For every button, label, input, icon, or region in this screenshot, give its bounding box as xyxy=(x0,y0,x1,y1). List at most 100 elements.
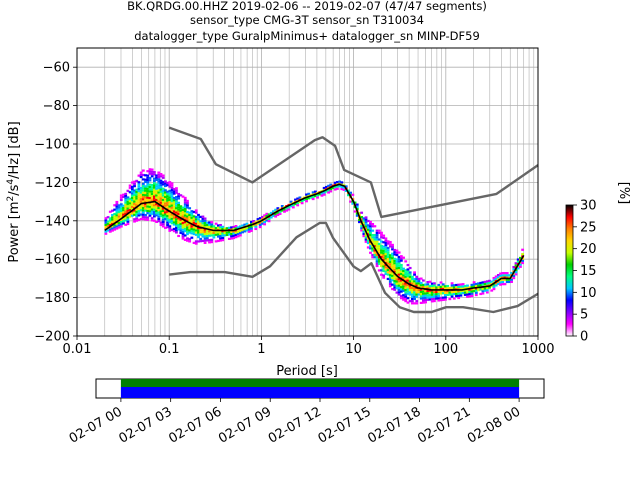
density-cell xyxy=(382,267,386,270)
density-cell xyxy=(157,178,161,181)
density-cell xyxy=(139,186,143,190)
density-cell xyxy=(199,215,203,218)
density-cell xyxy=(514,264,518,267)
density-cell xyxy=(402,285,405,288)
density-cell xyxy=(485,291,489,294)
density-cell xyxy=(245,227,249,230)
density-cell xyxy=(113,228,117,231)
density-cell xyxy=(212,231,216,235)
density-cell xyxy=(186,215,189,218)
density-cell xyxy=(124,210,128,213)
density-cell xyxy=(327,184,330,187)
density-cell xyxy=(170,191,174,194)
density-cell xyxy=(137,194,141,197)
density-cell xyxy=(192,226,196,229)
density-cell xyxy=(137,187,141,191)
density-cell xyxy=(402,287,405,290)
density-cell xyxy=(269,211,273,215)
density-cell xyxy=(144,178,147,181)
density-cell xyxy=(139,175,143,179)
density-cell xyxy=(170,208,174,212)
density-cell xyxy=(402,276,405,279)
density-cell xyxy=(382,276,386,279)
density-cell xyxy=(144,189,147,192)
density-cell xyxy=(106,220,110,223)
density-cell xyxy=(377,231,381,234)
density-cell xyxy=(175,198,178,201)
density-cell xyxy=(192,241,196,244)
density-cell xyxy=(393,286,397,289)
density-cell xyxy=(426,289,430,293)
density-cell xyxy=(433,282,436,285)
density-cell xyxy=(344,189,348,192)
density-cell xyxy=(230,237,233,240)
density-cell xyxy=(188,218,192,221)
density-cell xyxy=(391,252,394,255)
density-cell xyxy=(481,290,485,293)
density-cell xyxy=(128,206,132,209)
density-cell xyxy=(159,201,163,204)
density-cell xyxy=(137,201,141,204)
density-cell xyxy=(163,202,167,205)
density-cell xyxy=(135,208,139,211)
density-cell xyxy=(186,219,189,222)
density-cell xyxy=(256,222,260,225)
density-cell xyxy=(380,247,383,250)
density-cell xyxy=(399,259,403,262)
density-cell xyxy=(135,179,139,183)
density-cell xyxy=(391,279,394,282)
density-cell xyxy=(155,198,158,201)
density-cell xyxy=(444,291,447,295)
density-cell xyxy=(172,201,176,204)
density-cell xyxy=(439,296,443,300)
density-cell xyxy=(188,227,192,230)
density-cell xyxy=(128,186,132,189)
density-cell xyxy=(144,202,147,206)
density-cell xyxy=(430,282,434,285)
density-cell xyxy=(161,196,165,199)
density-cell xyxy=(219,239,222,242)
density-cell xyxy=(283,210,286,213)
density-cell xyxy=(104,232,108,235)
density-cell xyxy=(119,203,123,206)
density-cell xyxy=(170,228,174,231)
density-cell xyxy=(113,204,117,207)
density-cell xyxy=(161,203,165,206)
density-cell xyxy=(375,245,379,248)
density-cell xyxy=(179,220,183,223)
density-cell xyxy=(470,294,474,298)
density-cell xyxy=(175,189,178,192)
density-cell xyxy=(205,223,209,227)
density-cell xyxy=(177,201,181,204)
density-cell xyxy=(234,227,238,230)
density-cell xyxy=(516,267,520,270)
density-cell xyxy=(126,220,130,223)
density-cell xyxy=(435,286,439,289)
density-cell xyxy=(382,241,386,244)
density-cell xyxy=(137,192,141,195)
density-cell xyxy=(342,186,346,189)
density-cell xyxy=(371,229,375,232)
density-cell xyxy=(441,292,445,295)
density-cell xyxy=(197,235,200,239)
density-cell xyxy=(148,207,152,211)
colorbar-label: [%] xyxy=(616,182,631,205)
density-cell xyxy=(410,293,414,296)
density-cell xyxy=(340,185,344,188)
density-cell xyxy=(322,186,326,190)
density-cell xyxy=(441,289,445,293)
density-cell xyxy=(188,207,192,210)
density-cell xyxy=(426,294,430,297)
density-cell xyxy=(397,262,401,265)
density-cell xyxy=(404,286,408,289)
density-cell xyxy=(488,284,491,287)
density-cell xyxy=(205,226,209,229)
density-cell xyxy=(130,199,134,202)
density-cell xyxy=(501,280,505,284)
density-cell xyxy=(386,255,390,258)
density-cell xyxy=(159,212,163,215)
density-cell xyxy=(166,217,170,220)
density-cell xyxy=(305,193,308,196)
density-cell xyxy=(388,243,392,246)
